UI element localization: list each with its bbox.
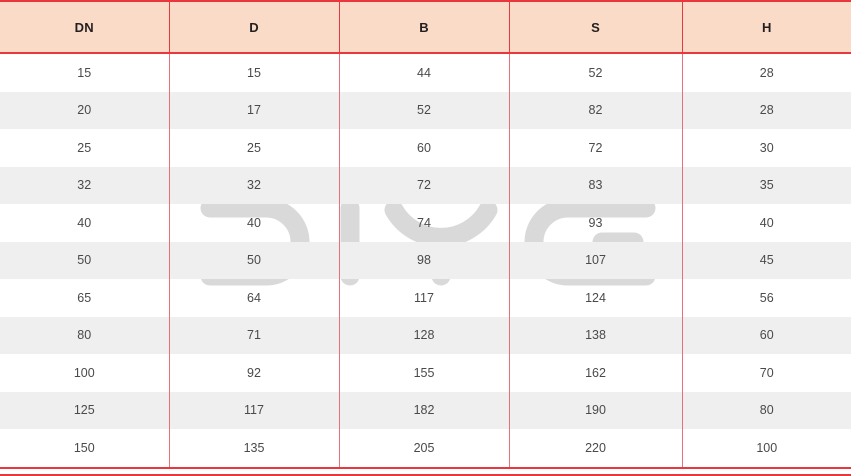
table-cell: 44 bbox=[339, 53, 510, 92]
table-cell: 117 bbox=[339, 279, 510, 317]
table-cell: 64 bbox=[169, 279, 340, 317]
table-row: 100 92 155 162 70 bbox=[0, 354, 851, 392]
table-cell: 17 bbox=[169, 91, 340, 129]
table-cell: 82 bbox=[509, 91, 683, 129]
table-cell: 74 bbox=[339, 204, 510, 242]
table-cell: 182 bbox=[339, 391, 510, 429]
table-cell: 100 bbox=[0, 354, 170, 392]
table-cell: 150 bbox=[0, 429, 170, 469]
table-cell: 124 bbox=[509, 279, 683, 317]
column-header-dn: DN bbox=[0, 0, 170, 54]
table-cell: 125 bbox=[0, 391, 170, 429]
table-cell: 32 bbox=[0, 166, 170, 204]
table-cell: 32 bbox=[169, 166, 340, 204]
table-cell: 40 bbox=[0, 204, 170, 242]
column-header-d: D bbox=[169, 0, 340, 54]
table-cell: 72 bbox=[339, 166, 510, 204]
column-header-h: H bbox=[682, 0, 851, 54]
table-cell: 45 bbox=[682, 241, 851, 279]
table-cell: 52 bbox=[509, 53, 683, 92]
table-cell: 98 bbox=[339, 241, 510, 279]
table-cell: 72 bbox=[509, 129, 683, 167]
column-header-s: S bbox=[509, 0, 683, 54]
table-cell: 20 bbox=[0, 91, 170, 129]
table-cell: 52 bbox=[339, 91, 510, 129]
table-cell: 128 bbox=[339, 316, 510, 354]
table-row: 80 71 128 138 60 bbox=[0, 316, 851, 354]
table-row: 32 32 72 83 35 bbox=[0, 166, 851, 204]
table-cell: 71 bbox=[169, 316, 340, 354]
table-row: 125 117 182 190 80 bbox=[0, 391, 851, 429]
table-cell: 107 bbox=[509, 241, 683, 279]
table-header: DN D B S H bbox=[0, 0, 851, 54]
table-cell: 135 bbox=[169, 429, 340, 469]
table-cell: 50 bbox=[0, 241, 170, 279]
table-cell: 80 bbox=[0, 316, 170, 354]
table-cell: 80 bbox=[682, 391, 851, 429]
table-cell: 100 bbox=[682, 429, 851, 469]
table-cell: 28 bbox=[682, 91, 851, 129]
table-cell: 15 bbox=[0, 53, 170, 92]
table-cell: 162 bbox=[509, 354, 683, 392]
table-row: 20 17 52 82 28 bbox=[0, 91, 851, 129]
table-cell: 40 bbox=[169, 204, 340, 242]
table-cell: 30 bbox=[759, 140, 774, 155]
table-body: 15 15 44 52 28 20 17 52 82 28 25 25 60 72 30 32 32 72 83 35… bbox=[0, 53, 851, 469]
table-header-row: DN D B S H bbox=[0, 0, 851, 54]
table-cell: 40 bbox=[759, 215, 774, 230]
table-cell: 83 bbox=[509, 166, 683, 204]
table-cell: 70 bbox=[759, 365, 774, 380]
table-cell: 35 bbox=[682, 166, 851, 204]
table-cell: 60 bbox=[682, 316, 851, 354]
table-cell: 117 bbox=[169, 391, 340, 429]
table-row: 40 40 74 93 40 bbox=[0, 204, 851, 242]
table-row: 150 135 205 220 100 bbox=[0, 429, 851, 469]
table-cell: 205 bbox=[339, 429, 510, 469]
table-cell: 92 bbox=[169, 354, 340, 392]
table-cell: 60 bbox=[339, 129, 510, 167]
table-cell: 190 bbox=[509, 391, 683, 429]
table-cell: 28 bbox=[759, 65, 774, 80]
table-cell: 65 bbox=[0, 279, 170, 317]
table-row: 25 25 60 72 30 bbox=[0, 129, 851, 167]
table-cell: 50 bbox=[169, 241, 340, 279]
table-cell: 15 bbox=[169, 53, 340, 92]
table-row: 15 15 44 52 28 bbox=[0, 53, 851, 92]
table-cell: 220 bbox=[509, 429, 683, 469]
table-cell: 138 bbox=[509, 316, 683, 354]
table-cell: 56 bbox=[759, 290, 774, 305]
table-row: 65 64 117 124 56 bbox=[0, 279, 851, 317]
table-cell: 25 bbox=[0, 129, 170, 167]
table-row: 50 50 98 107 45 bbox=[0, 241, 851, 279]
table-cell: 25 bbox=[169, 129, 340, 167]
table-bottom-rule bbox=[0, 474, 851, 476]
table-cell: 93 bbox=[509, 204, 683, 242]
table-cell: 155 bbox=[339, 354, 510, 392]
column-header-b: B bbox=[339, 0, 510, 54]
